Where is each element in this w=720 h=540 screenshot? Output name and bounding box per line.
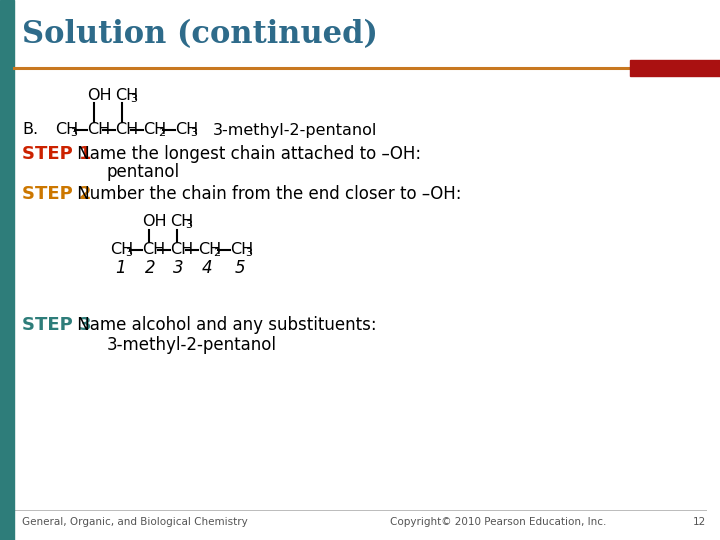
Text: CH: CH <box>143 123 166 138</box>
Text: Name the longest chain attached to –OH:: Name the longest chain attached to –OH: <box>72 145 421 163</box>
Text: STEP 3: STEP 3 <box>22 316 91 334</box>
Text: CH: CH <box>55 123 78 138</box>
Text: CH: CH <box>198 242 221 258</box>
Text: CH: CH <box>115 87 138 103</box>
Text: 3: 3 <box>130 93 138 104</box>
Text: B.: B. <box>22 123 38 138</box>
Text: 3: 3 <box>71 129 78 138</box>
Text: 3: 3 <box>173 259 184 277</box>
Text: pentanol: pentanol <box>107 163 180 181</box>
Text: Number the chain from the end closer to –OH:: Number the chain from the end closer to … <box>72 185 462 203</box>
Text: 5: 5 <box>235 259 246 277</box>
Text: General, Organic, and Biological Chemistry: General, Organic, and Biological Chemist… <box>22 517 248 527</box>
Text: CH: CH <box>110 242 133 258</box>
Text: Name alcohol and any substituents:: Name alcohol and any substituents: <box>72 316 377 334</box>
Bar <box>630 60 720 76</box>
Text: 3: 3 <box>246 248 253 259</box>
Text: 3: 3 <box>125 248 132 259</box>
Text: 4: 4 <box>202 259 212 277</box>
Text: CH: CH <box>175 123 198 138</box>
Bar <box>0 0 14 540</box>
Text: 2: 2 <box>158 129 166 138</box>
Text: CH: CH <box>87 123 110 138</box>
Text: 12: 12 <box>693 517 706 527</box>
Text: OH: OH <box>87 87 112 103</box>
Text: CH: CH <box>115 123 138 138</box>
Text: CH: CH <box>230 242 253 258</box>
Text: 2: 2 <box>145 259 156 277</box>
Text: OH: OH <box>142 214 166 230</box>
Text: 1: 1 <box>114 259 125 277</box>
Text: STEP 2: STEP 2 <box>22 185 91 203</box>
Text: CH: CH <box>142 242 166 258</box>
Text: Solution (continued): Solution (continued) <box>22 19 378 51</box>
Text: Copyright© 2010 Pearson Education, Inc.: Copyright© 2010 Pearson Education, Inc. <box>390 517 606 527</box>
Text: CH: CH <box>170 242 193 258</box>
Text: 3: 3 <box>186 220 192 231</box>
Text: 2: 2 <box>214 248 220 259</box>
Text: 3: 3 <box>191 129 197 138</box>
Text: 3-methyl-2-pentanol: 3-methyl-2-pentanol <box>107 336 277 354</box>
Text: 3-methyl-2-pentanol: 3-methyl-2-pentanol <box>213 123 377 138</box>
Text: CH: CH <box>170 214 193 230</box>
Text: STEP 1: STEP 1 <box>22 145 91 163</box>
